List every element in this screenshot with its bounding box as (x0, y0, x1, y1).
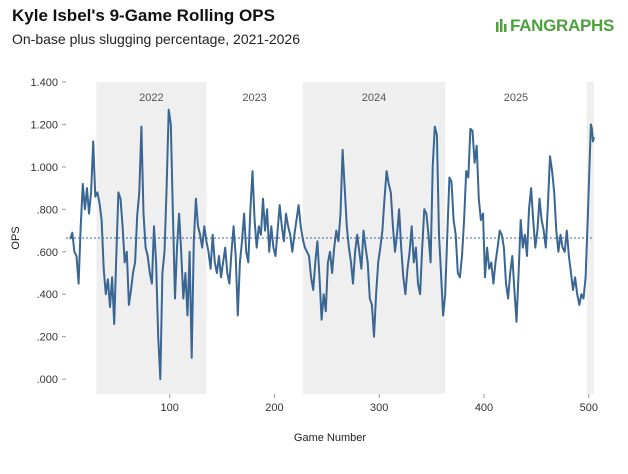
season-labels: 2022 2023 2024 2025 (139, 92, 528, 104)
x-tick-label: 400 (475, 402, 493, 414)
y-tick-label: 1.400 (30, 77, 58, 89)
season-label: 2023 (242, 92, 266, 104)
x-tick-label: 500 (580, 402, 598, 414)
x-axis: 100 200 300 400 500 (161, 394, 598, 414)
y-tick-label: .600 (37, 247, 58, 259)
fangraphs-logo[interactable]: FANGRAPHS (495, 16, 614, 36)
ops-series-line (69, 108, 595, 381)
season-label: 2022 (139, 92, 163, 104)
x-tick-label: 200 (265, 402, 283, 414)
season-label: 2025 (504, 92, 528, 104)
x-axis-label: Game Number (294, 432, 366, 444)
season-label: 2024 (362, 92, 386, 104)
y-tick-label: .800 (37, 204, 58, 216)
y-tick-label: .200 (37, 332, 58, 344)
chart-subtitle: On-base plus slugging percentage, 2021-2… (12, 31, 300, 47)
y-tick-label: 1.000 (30, 162, 58, 174)
logo-text-fan: FAN (509, 16, 544, 35)
y-axis: .000 .200 .400 .600 .800 1.000 1.200 1.400 (30, 77, 66, 386)
chart-title: Kyle Isbel's 9-Game Rolling OPS (12, 6, 275, 25)
y-axis-label: OPS (10, 226, 22, 249)
x-tick-label: 300 (370, 402, 388, 414)
y-tick-label: .000 (37, 374, 58, 386)
y-tick-label: 1.200 (30, 119, 58, 131)
x-tick-label: 100 (161, 402, 179, 414)
fangraphs-logo-icon (495, 16, 508, 36)
y-tick-label: .400 (37, 289, 58, 301)
logo-text-graphs: GRAPHS (543, 16, 614, 35)
